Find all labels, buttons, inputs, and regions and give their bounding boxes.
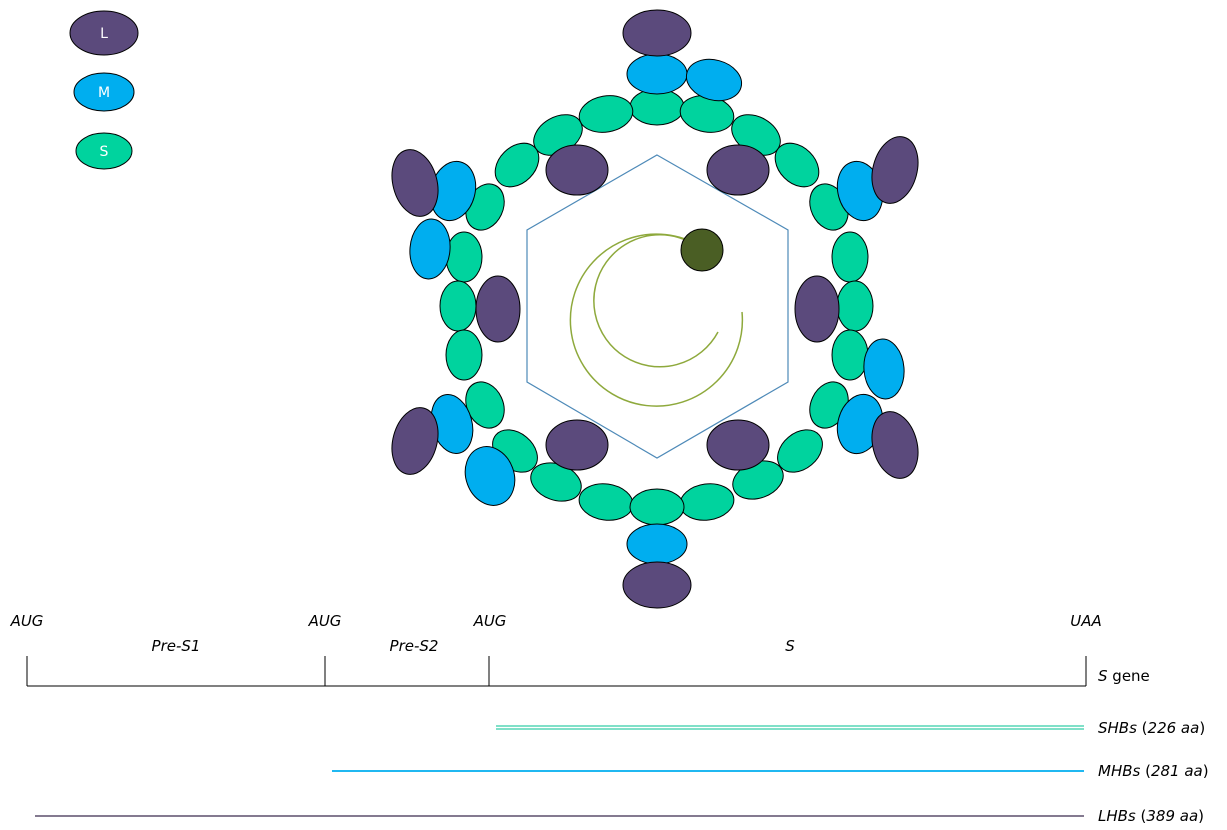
- gene-bar: [26, 656, 1087, 687]
- codon-aug-1: AUG: [10, 612, 44, 630]
- envelope-l-protein: [391, 149, 439, 217]
- envelope-s-protein: [836, 280, 874, 332]
- legend-l-swatch: [69, 10, 139, 56]
- codon-aug-3: AUG: [473, 612, 507, 630]
- envelope-l-protein: [475, 275, 521, 343]
- envelope-l-protein: [391, 407, 439, 475]
- envelope-m-protein: [626, 523, 688, 565]
- gene-label-italic: S: [1098, 667, 1108, 685]
- envelope-l-protein: [794, 275, 840, 343]
- envelope-s-protein: [578, 483, 634, 521]
- legend-l-label: L: [100, 26, 108, 42]
- region-pre-s2: Pre-S2: [390, 637, 439, 655]
- envelope-s-protein: [679, 483, 735, 521]
- legend-s-label: S: [100, 144, 109, 160]
- envelope-s-protein: [831, 329, 869, 381]
- envelope-l-protein: [871, 136, 919, 204]
- envelope-m-protein: [464, 446, 516, 506]
- envelope: [391, 9, 919, 609]
- shbs-line: [496, 725, 1084, 730]
- codon-aug-2: AUG: [308, 612, 342, 630]
- envelope-l-protein: [706, 419, 770, 471]
- core-capsid: [526, 154, 789, 459]
- gene-map: AUG AUG AUG UAA Pre-S1 Pre-S2 S S gene S…: [10, 612, 1209, 825]
- envelope-s-protein: [831, 231, 869, 283]
- envelope-s-protein: [774, 142, 820, 188]
- gene-label-rest: gene: [1108, 667, 1150, 685]
- envelope-l-protein: [545, 419, 609, 471]
- envelope-s-protein: [494, 142, 540, 188]
- shbs-label: SHBs (226 aa): [1098, 719, 1205, 737]
- legend: L M S: [69, 10, 139, 170]
- envelope-s-protein: [445, 231, 483, 283]
- region-s: S: [785, 637, 795, 655]
- dna-genome: [569, 233, 744, 407]
- polymerase: [680, 228, 724, 272]
- envelope-s-protein: [578, 95, 634, 133]
- envelope-l-protein: [622, 9, 692, 57]
- envelope-m-protein: [685, 58, 743, 102]
- envelope-m-protein: [626, 53, 688, 95]
- legend-m-label: M: [98, 85, 110, 101]
- envelope-m-protein: [409, 218, 451, 280]
- envelope-l-protein: [706, 144, 770, 196]
- envelope-l-protein: [622, 561, 692, 609]
- envelope-l-protein: [871, 411, 919, 479]
- envelope-s-protein: [439, 280, 477, 332]
- lhbs-label: LHBs (389 aa): [1098, 807, 1204, 825]
- legend-s-swatch: [75, 132, 133, 170]
- envelope-m-protein: [863, 338, 905, 400]
- envelope-l-protein: [545, 144, 609, 196]
- envelope-s-protein: [629, 488, 685, 526]
- legend-m-swatch: [73, 72, 135, 112]
- virion: [391, 9, 919, 609]
- region-pre-s1: Pre-S1: [152, 637, 201, 655]
- envelope-s-protein: [777, 429, 823, 473]
- mhbs-label: MHBs (281 aa): [1098, 762, 1209, 780]
- gene-label: S gene: [1098, 667, 1150, 685]
- envelope-s-protein: [445, 329, 483, 381]
- codon-uaa: UAA: [1070, 612, 1102, 630]
